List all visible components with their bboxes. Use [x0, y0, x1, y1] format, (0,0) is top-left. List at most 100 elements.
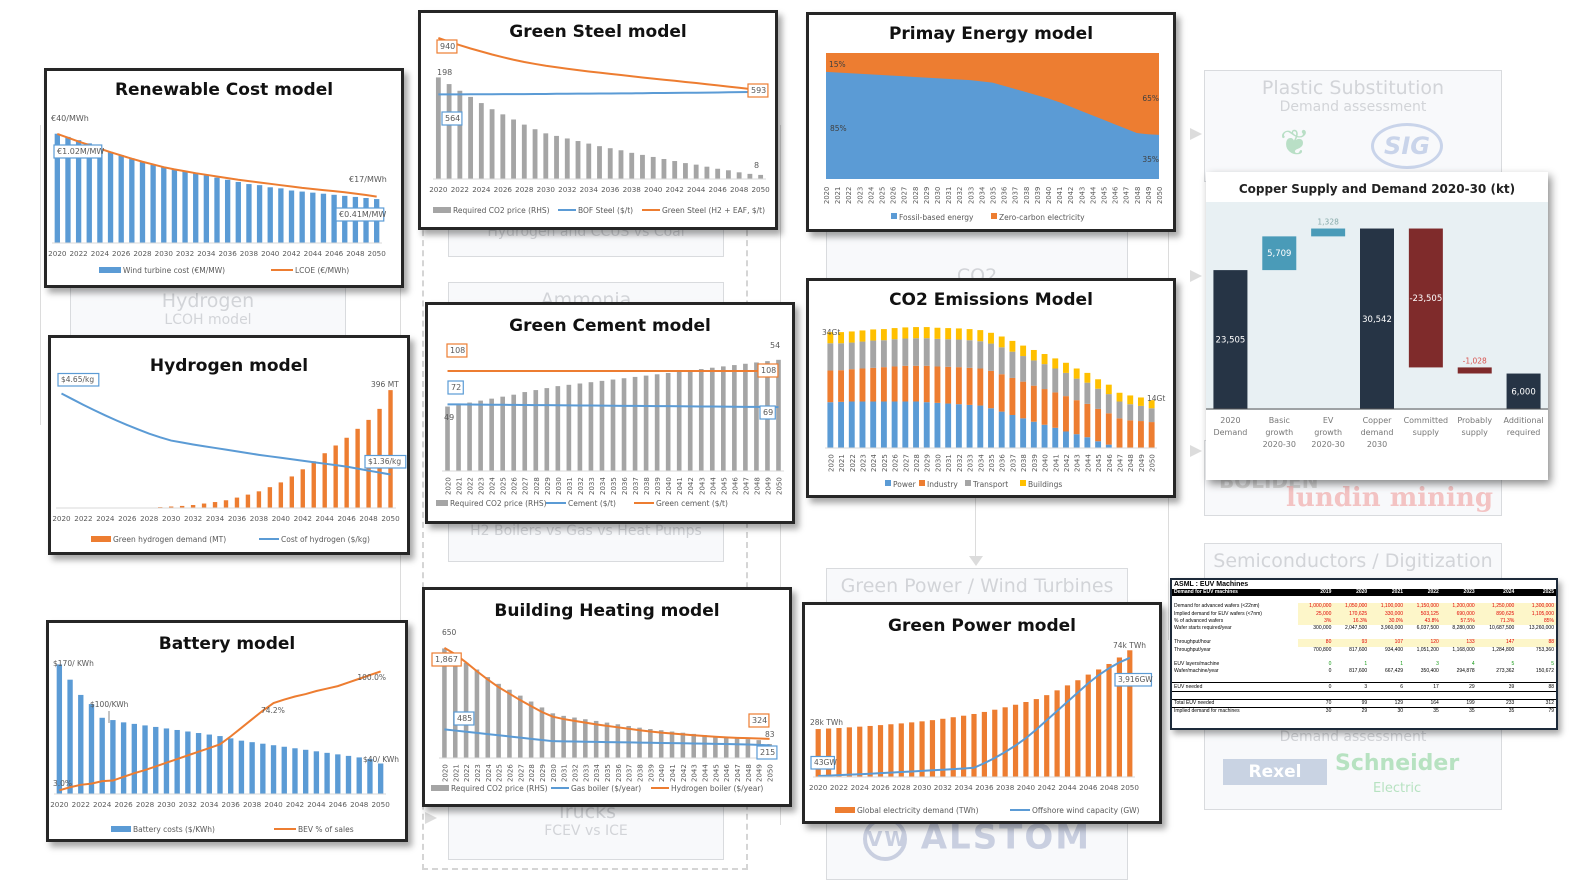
- cell-value[interactable]: 3,960,000: [1380, 625, 1404, 632]
- primary-energy-card[interactable]: Primay Energy model 2020 2021 2022 2023 2024…: [806, 12, 1176, 232]
- cell-value[interactable]: [1333, 690, 1370, 700]
- cell-value[interactable]: [1405, 690, 1441, 700]
- cell-value[interactable]: [1516, 632, 1556, 639]
- cell-value[interactable]: 29: [1333, 707, 1370, 716]
- cell-value[interactable]: [1440, 690, 1477, 700]
- cell-value[interactable]: 233: [1476, 698, 1517, 708]
- cell-value[interactable]: 13,260,000: [1528, 625, 1554, 632]
- cell-value[interactable]: 817,600: [1349, 668, 1368, 675]
- cell-value[interactable]: [1516, 654, 1556, 661]
- cell-value[interactable]: [1477, 632, 1517, 639]
- cell-value[interactable]: 503,125: [1405, 610, 1441, 618]
- cell-value[interactable]: 1,200,000: [1440, 603, 1477, 611]
- cell-value[interactable]: [1369, 675, 1405, 683]
- cell-value[interactable]: 3: [1436, 660, 1439, 667]
- cell-value[interactable]: 25,000: [1297, 610, 1334, 618]
- cell-value[interactable]: 10,687,500: [1489, 625, 1515, 632]
- cell-value[interactable]: 1,168,000: [1452, 646, 1475, 653]
- cell-value[interactable]: 30: [1297, 707, 1334, 716]
- cell-value[interactable]: 6: [1369, 682, 1406, 692]
- cell-value[interactable]: 17: [1405, 682, 1441, 692]
- cell-value[interactable]: 133: [1440, 639, 1477, 647]
- cell-value[interactable]: 1,105,000: [1516, 610, 1556, 618]
- cell-value[interactable]: 817,600: [1349, 646, 1368, 653]
- cell-value[interactable]: [1298, 675, 1334, 683]
- cell-value[interactable]: [1476, 690, 1517, 700]
- cell-value[interactable]: [1298, 654, 1334, 661]
- cell-value[interactable]: 0: [1297, 682, 1334, 692]
- co2-emissions-card[interactable]: CO2 Emissions Model 2020 2021 2022 2023 2024…: [806, 278, 1176, 498]
- cell-value[interactable]: [1441, 654, 1477, 661]
- cell-value[interactable]: 1,150,000: [1405, 603, 1441, 611]
- cell-value[interactable]: 273,362: [1496, 668, 1515, 675]
- cell-value[interactable]: 30: [1369, 707, 1406, 716]
- cell-value[interactable]: 1,284,800: [1492, 646, 1515, 653]
- cell-value[interactable]: [1333, 632, 1369, 639]
- cell-value[interactable]: 3%: [1297, 617, 1334, 625]
- cell-value[interactable]: 1,250,000: [1476, 603, 1517, 611]
- green-steel-card[interactable]: Green Steel model 2020 2022 2024 2026 2028 20…: [418, 10, 778, 230]
- cell-value[interactable]: 1: [1400, 660, 1404, 667]
- cell-value[interactable]: 1,300,000: [1516, 603, 1556, 611]
- cell-value[interactable]: 35: [1405, 707, 1441, 716]
- cell-value[interactable]: 330,000: [1369, 610, 1406, 618]
- cell-value[interactable]: 16.3%: [1333, 617, 1370, 625]
- cell-value[interactable]: 3: [1333, 682, 1370, 692]
- cell-value[interactable]: [1405, 596, 1441, 603]
- cell-value[interactable]: 5: [1551, 660, 1554, 667]
- hydrogen-card[interactable]: Hydrogen model 2020 2022 2024 2026 2028 2030 2…: [48, 335, 410, 555]
- cell-value[interactable]: 4: [1471, 660, 1475, 667]
- cell-value[interactable]: 43.8%: [1405, 617, 1441, 625]
- cell-value[interactable]: [1405, 675, 1441, 683]
- cell-value[interactable]: 753,360: [1535, 646, 1554, 653]
- cell-value[interactable]: 0: [1328, 660, 1332, 667]
- cell-value[interactable]: [1297, 690, 1334, 700]
- cell-value[interactable]: 88: [1516, 639, 1556, 647]
- cell-value[interactable]: 1: [1364, 660, 1368, 667]
- cell-value[interactable]: 30.0%: [1369, 617, 1406, 625]
- cell-value[interactable]: 690,000: [1440, 610, 1477, 618]
- cell-value[interactable]: [1298, 632, 1334, 639]
- cell-value[interactable]: 129: [1369, 698, 1406, 708]
- cell-value[interactable]: 8,280,000: [1452, 625, 1475, 632]
- cell-value[interactable]: [1298, 596, 1334, 603]
- cell-value[interactable]: 99: [1333, 698, 1370, 708]
- cell-value[interactable]: 70: [1297, 698, 1334, 708]
- cell-value[interactable]: 1,100,000: [1369, 603, 1406, 611]
- cell-value[interactable]: 2,047,500: [1344, 625, 1368, 632]
- asml-euv-table-card[interactable]: ASML : EUV Machines Demand for EUV machi…: [1170, 578, 1558, 730]
- cell-value[interactable]: 294,878: [1456, 668, 1475, 675]
- cell-value[interactable]: [1369, 632, 1405, 639]
- cell-value[interactable]: [1441, 596, 1477, 603]
- cell-value[interactable]: 1,050,000: [1333, 603, 1370, 611]
- cell-value[interactable]: 120: [1405, 639, 1441, 647]
- cell-value[interactable]: [1333, 675, 1369, 683]
- cell-value[interactable]: [1369, 690, 1406, 700]
- cell-value[interactable]: 5: [1511, 660, 1515, 667]
- cell-value[interactable]: 890,625: [1476, 610, 1517, 618]
- battery-card[interactable]: Battery model 2020 2022 2024 2026 2028 2030 20…: [46, 620, 408, 842]
- building-heating-card[interactable]: Building Heating model 2020 2021 2022 2023 2…: [422, 587, 792, 807]
- cell-value[interactable]: 700,800: [1313, 646, 1332, 653]
- cell-value[interactable]: [1477, 654, 1517, 661]
- cell-value[interactable]: [1441, 675, 1477, 683]
- cell-value[interactable]: 79: [1516, 707, 1556, 716]
- cell-value[interactable]: 71.3%: [1476, 617, 1517, 625]
- cell-value[interactable]: [1405, 632, 1441, 639]
- cell-value[interactable]: 35: [1476, 707, 1517, 716]
- green-power-card[interactable]: Green Power model 2020 2022 2024 2026 2028 20…: [802, 602, 1162, 824]
- cell-value[interactable]: [1333, 654, 1369, 661]
- cell-value[interactable]: [1333, 596, 1369, 603]
- copper-supply-demand-card[interactable]: Copper Supply and Demand 2020-30 (kt) 23…: [1206, 172, 1548, 480]
- cell-value[interactable]: [1369, 596, 1405, 603]
- cell-value[interactable]: 300,000: [1313, 625, 1332, 632]
- cell-value[interactable]: 199: [1440, 698, 1477, 708]
- cell-value[interactable]: 6,037,500: [1416, 625, 1439, 632]
- green-cement-card[interactable]: Green Cement model 2020 2021 2022 2023 2024 2…: [425, 302, 795, 524]
- cell-value[interactable]: 0: [1328, 668, 1332, 675]
- cell-value[interactable]: [1516, 675, 1556, 683]
- cell-value[interactable]: 350,400: [1420, 668, 1439, 675]
- cell-value[interactable]: 29: [1440, 682, 1477, 692]
- cell-value[interactable]: 150,672: [1535, 668, 1554, 675]
- cell-value[interactable]: 147: [1476, 639, 1517, 647]
